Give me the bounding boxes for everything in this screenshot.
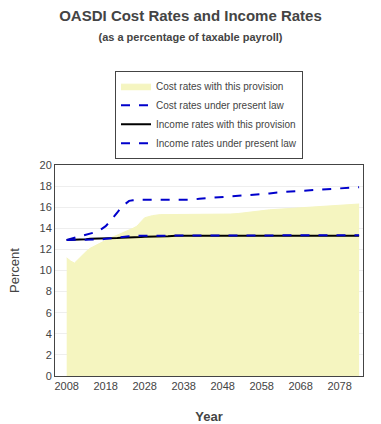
svg-text:16: 16 xyxy=(40,201,52,213)
svg-text:Income rates under present law: Income rates under present law xyxy=(156,138,297,149)
svg-text:2018: 2018 xyxy=(93,380,117,392)
svg-text:Percent: Percent xyxy=(7,248,22,293)
svg-text:6: 6 xyxy=(46,307,52,319)
svg-text:20: 20 xyxy=(40,159,52,171)
svg-text:Year: Year xyxy=(195,409,222,424)
svg-text:2: 2 xyxy=(46,349,52,361)
svg-text:2078: 2078 xyxy=(327,380,351,392)
svg-text:Cost rates under present law: Cost rates under present law xyxy=(156,100,285,111)
svg-text:2008: 2008 xyxy=(54,380,78,392)
svg-text:2048: 2048 xyxy=(210,380,234,392)
svg-text:18: 18 xyxy=(40,180,52,192)
svg-text:2058: 2058 xyxy=(249,380,273,392)
svg-text:8: 8 xyxy=(46,285,52,297)
svg-text:0: 0 xyxy=(46,370,52,382)
svg-text:14: 14 xyxy=(40,222,52,234)
svg-text:2038: 2038 xyxy=(171,380,195,392)
svg-text:10: 10 xyxy=(40,264,52,276)
svg-text:Income rates with this provisi: Income rates with this provision xyxy=(156,119,296,130)
svg-text:OASDI Cost Rates and Income Ra: OASDI Cost Rates and Income Rates(as a p… xyxy=(59,7,322,43)
svg-text:2068: 2068 xyxy=(288,380,312,392)
svg-text:2028: 2028 xyxy=(132,380,156,392)
svg-text:Cost rates with this provision: Cost rates with this provision xyxy=(156,81,283,92)
svg-text:12: 12 xyxy=(40,243,52,255)
svg-text:4: 4 xyxy=(46,328,52,340)
